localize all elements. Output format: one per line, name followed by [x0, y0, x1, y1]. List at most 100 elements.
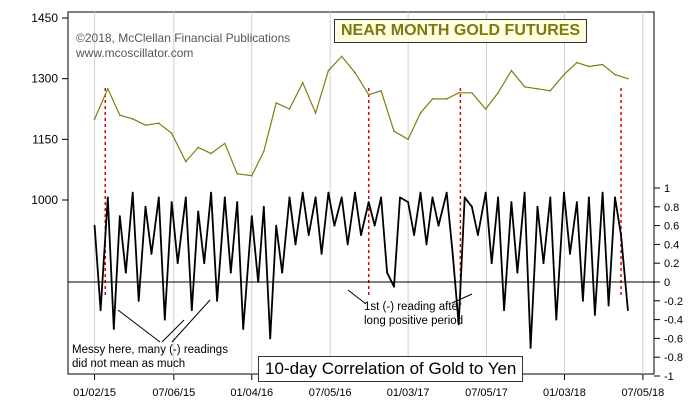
correlation-point: [223, 196, 226, 199]
correlation-point: [516, 271, 519, 274]
gold-price-line: [94, 55, 629, 177]
correlation-point: [529, 346, 532, 349]
pointer-line: [161, 319, 185, 343]
correlation-point: [569, 252, 571, 255]
x-tick-label: 01/03/17: [387, 387, 430, 399]
right-tick-label: 0.8: [664, 202, 679, 214]
gold-price-point: [327, 69, 330, 72]
pointer-line: [347, 289, 367, 305]
correlation-point: [99, 309, 102, 312]
first-negative-note: 1st (-) reading after long positive peri…: [364, 300, 463, 328]
note-line: did not mean as much: [72, 358, 186, 370]
annotation-pointers: [117, 289, 473, 343]
correlation-point: [407, 201, 410, 204]
correlation-point: [301, 191, 304, 194]
gold-price-point: [236, 172, 239, 175]
correlation-point: [106, 196, 109, 199]
correlation-point: [257, 281, 260, 283]
gold-price-point: [510, 69, 513, 72]
correlation-point: [262, 205, 265, 208]
gold-price-point: [170, 132, 173, 135]
y-tick-label: 1150: [32, 132, 58, 146]
correlation-point: [346, 243, 349, 246]
correlation-point: [463, 196, 466, 199]
correlation-point: [216, 299, 218, 302]
correlation-point: [229, 271, 232, 274]
correlation-point: [333, 224, 336, 227]
correlation-point: [190, 309, 193, 312]
x-tick-label: 01/03/18: [543, 387, 586, 399]
gold-price-point: [223, 142, 226, 145]
correlation-point: [523, 191, 526, 194]
note-line: long positive period: [364, 315, 464, 327]
correlation-point: [112, 328, 115, 330]
gold-price-point: [144, 124, 147, 126]
correlation-point: [93, 224, 96, 227]
right-tick-label: 0.6: [664, 221, 679, 233]
gold-price-point: [627, 77, 629, 80]
right-tick-label: -0.4: [664, 315, 683, 327]
correlation-point: [354, 191, 356, 194]
right-tick-label: 0: [664, 277, 670, 289]
correlation-point: [457, 323, 460, 326]
correlation-point: [275, 224, 278, 227]
correlation-point: [575, 201, 578, 204]
correlation-point: [419, 191, 422, 194]
correlation-point: [445, 191, 448, 194]
gold-price-point: [354, 71, 356, 74]
correlation-point: [620, 234, 622, 236]
correlation-point: [386, 271, 389, 274]
correlation-point: [380, 196, 383, 199]
correlation-point: [170, 201, 173, 204]
right-tick-label: -0.2: [664, 296, 683, 308]
correlation-point: [307, 234, 310, 236]
correlation-point: [367, 201, 370, 204]
correlation-point: [294, 243, 297, 246]
y-tick-label: 1000: [31, 193, 58, 207]
correlation-point: [626, 309, 629, 312]
correlation-point: [340, 196, 343, 199]
correlation-point: [587, 196, 590, 199]
correlation-point: [203, 262, 206, 265]
gold-price-point: [497, 92, 499, 94]
right-axis: 1 0.8 0.6 0.4 0.2 0 -0.2 -0.4 -0.6 -0.8 -1: [654, 183, 683, 383]
gold-price-point: [588, 65, 590, 68]
gold-price-point: [484, 108, 487, 110]
note-line: 1st (-) reading after: [364, 301, 462, 313]
gold-price-point: [431, 98, 434, 100]
pointer-line: [117, 309, 161, 343]
marker-lines: [104, 88, 622, 298]
correlation-point: [314, 196, 317, 199]
correlation-point: [593, 314, 596, 316]
gold-price-point: [107, 87, 109, 90]
copyright-line: ©2018, McClellan Financial Publications: [76, 31, 291, 45]
x-tick-label: 01/04/16: [230, 387, 273, 399]
gold-price-point: [523, 85, 526, 88]
gold-price-point: [367, 94, 370, 96]
x-tick-label: 07/05/18: [621, 387, 664, 399]
correlation-point: [477, 234, 479, 236]
gold-price-point: [614, 73, 616, 76]
messy-note: Messy here, many (-) readings did not me…: [72, 343, 228, 371]
correlation-point: [236, 201, 239, 204]
gold-price-point: [419, 112, 422, 114]
pointer-line: [451, 293, 473, 304]
correlation-point: [144, 205, 147, 208]
correlation-point: [393, 285, 395, 288]
gold-price-point: [119, 114, 121, 116]
gold-price-point: [601, 63, 604, 66]
series-layer: [93, 55, 629, 349]
correlation-point: [549, 196, 552, 199]
gold-price-point: [536, 87, 539, 90]
correlation-point: [320, 252, 323, 255]
x-axis: 01/02/15 07/06/15 01/04/16 07/05/16 01/03/17…: [73, 374, 664, 399]
gold-price-point: [158, 122, 160, 124]
gold-price-point: [197, 146, 200, 149]
gold-price-point: [445, 98, 448, 100]
gold-price-point: [250, 174, 253, 177]
correlation-point: [431, 196, 434, 199]
correlation-point: [437, 224, 440, 227]
correlation-point: [413, 234, 416, 236]
